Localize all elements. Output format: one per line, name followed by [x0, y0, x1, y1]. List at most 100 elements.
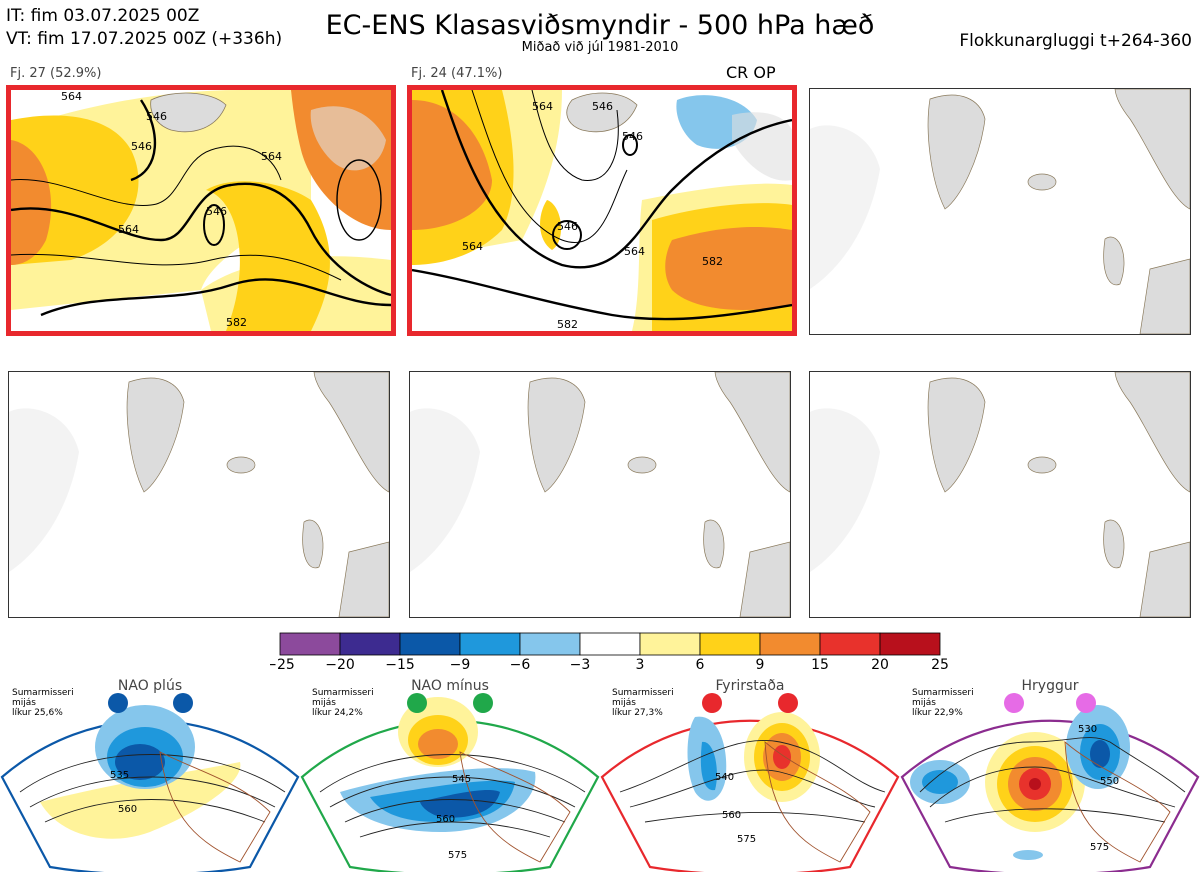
- contour-line: [619, 740, 886, 793]
- contour-line: [944, 808, 1166, 823]
- contour-label: 564: [462, 240, 483, 253]
- contour-line: [531, 90, 619, 181]
- anomaly-negative-light: [1013, 850, 1043, 860]
- contour-line: [19, 754, 286, 793]
- scandinavia-landmass: [732, 112, 792, 181]
- cluster-map-4[interactable]: [8, 371, 390, 618]
- regime-ridge-map: 530 550 575: [900, 693, 1200, 872]
- cluster-map-6[interactable]: [809, 371, 1191, 618]
- contour-line: [929, 766, 1176, 808]
- cluster-1-label: Fj. 27 (52.9%): [10, 66, 102, 81]
- contour-546: [130, 99, 157, 182]
- anomaly-positive-max: [773, 745, 791, 769]
- cluster-map-1[interactable]: 546 546 564 564 564 546 582: [6, 85, 396, 336]
- anomaly-positive-strong: [412, 100, 492, 230]
- contour-labels: 530 550 575: [1078, 724, 1119, 853]
- contour-label: 560: [436, 814, 455, 825]
- contour-label: 582: [226, 316, 247, 329]
- europe-landmass: [1139, 541, 1190, 617]
- cluster-map-2[interactable]: 564 546 546 546 564 564 582 582: [407, 85, 797, 336]
- anomaly-colorbar: −25 −20 −15 −9 −6 −3 3 6 9 15 20 25: [270, 632, 949, 673]
- colorbar-swatch: [459, 632, 521, 656]
- contour-label: 564: [532, 100, 553, 113]
- colorbar-swatch: [879, 632, 941, 656]
- cluster-map-3[interactable]: [809, 88, 1191, 335]
- contour-line: [319, 754, 586, 793]
- colorbar-swatches: [279, 632, 941, 656]
- contour-line: [919, 737, 1186, 793]
- regime-nao-plus[interactable]: 535 560 NAO plús Sumarmisseri mijás líku…: [0, 672, 300, 872]
- colorbar-tick-label: −6: [510, 657, 531, 673]
- iceland-landmass: [1027, 456, 1057, 474]
- contour-label: 564: [61, 90, 82, 103]
- regime-blocking-map: 540 560 575: [600, 693, 900, 872]
- canada-landmass: [9, 408, 79, 572]
- anomaly-positive-light: [40, 762, 241, 839]
- canada-landmass: [410, 408, 480, 572]
- empty-map-6: [810, 372, 1190, 617]
- regime-marker: [108, 693, 128, 713]
- contour-546-low: [622, 134, 638, 156]
- contour-label: 582: [557, 318, 578, 331]
- init-time: IT: fim 03.07.2025 00Z: [6, 6, 200, 26]
- anomaly-positive-strong: [665, 227, 792, 310]
- contour-label: 530: [1078, 724, 1097, 735]
- contour-labels: 540 560 575: [715, 772, 756, 845]
- colorbar-tick-label: 9: [756, 657, 765, 673]
- contour-546-low: [203, 204, 225, 246]
- britain-landmass: [1103, 519, 1125, 569]
- colorbar-swatch: [279, 632, 341, 656]
- canada-landmass: [810, 408, 880, 572]
- valid-time: VT: fim 17.07.2025 00Z (+336h): [6, 29, 283, 49]
- empty-map-4: [9, 372, 389, 617]
- anomaly-positive-strong: [11, 140, 52, 265]
- contour-label: 545: [452, 774, 471, 785]
- contour-label: 535: [110, 770, 129, 781]
- regime-marker: [407, 693, 427, 713]
- greenland-landmass: [150, 92, 227, 133]
- colorbar-tick-label: 3: [636, 657, 645, 673]
- canada-landmass: [810, 125, 880, 289]
- europe-landmass: [739, 541, 790, 617]
- colorbar-ticks: −25 −20 −15 −9 −6 −3 3 6 9 15 20 25: [270, 657, 949, 673]
- contour-label: 546: [622, 130, 643, 143]
- colorbar-swatch: [399, 632, 461, 656]
- regime-ridge[interactable]: 530 550 575 Hryggur Sumarmisseri mijás l…: [900, 672, 1200, 872]
- contour-label: 550: [1100, 776, 1119, 787]
- colorbar-tick-label: −3: [570, 657, 591, 673]
- anomaly-positive-peak: [1029, 778, 1041, 790]
- iceland-landmass: [1027, 173, 1057, 191]
- coastline: [1064, 740, 1171, 863]
- chart-title: EC-ENS Klasasviðsmyndir - 500 hPa hæð: [325, 10, 875, 41]
- contour-label: 546: [206, 205, 227, 218]
- contour-label: 546: [146, 110, 167, 123]
- greenland-landmass: [527, 377, 586, 493]
- contour-label: 546: [592, 100, 613, 113]
- coastline: [764, 740, 871, 863]
- regime-nao-plus-map: 535 560: [0, 693, 300, 872]
- colorbar-tick-label: 20: [871, 657, 889, 673]
- colorbar-swatch: [819, 632, 881, 656]
- anomaly-negative-medium: [700, 741, 717, 791]
- contour-label: 546: [131, 140, 152, 153]
- anomaly-negative-strong: [420, 790, 500, 818]
- contour-564: [440, 90, 792, 269]
- regime-marker: [173, 693, 193, 713]
- contour-line: [629, 769, 876, 808]
- anomaly-negative-strong: [115, 744, 165, 780]
- contour-label: 546: [557, 220, 578, 233]
- contour-label: 540: [715, 772, 734, 783]
- greenland-landmass: [927, 377, 986, 493]
- greenland-landmass: [126, 377, 185, 493]
- empty-map-3: [810, 89, 1190, 334]
- regime-blocking[interactable]: 540 560 575 Fyrirstaða Sumarmisseri mijá…: [600, 672, 900, 872]
- scandinavia-landmass: [313, 372, 389, 493]
- regime-nao-minus[interactable]: 545 560 575 NAO mínus Sumarmisseri mijás…: [300, 672, 600, 872]
- regime-marker: [778, 693, 798, 713]
- cluster-map-5[interactable]: [409, 371, 791, 618]
- contour-labels: 564 546 546 546 564 564 582 582: [462, 100, 723, 331]
- anomaly-negative-strong: [1090, 740, 1110, 768]
- contour-labels: 546 546 564 564 564 546 582: [61, 90, 282, 329]
- cluster-window: Flokkunargluggi t+264-360: [959, 31, 1192, 51]
- contour-line: [329, 776, 576, 808]
